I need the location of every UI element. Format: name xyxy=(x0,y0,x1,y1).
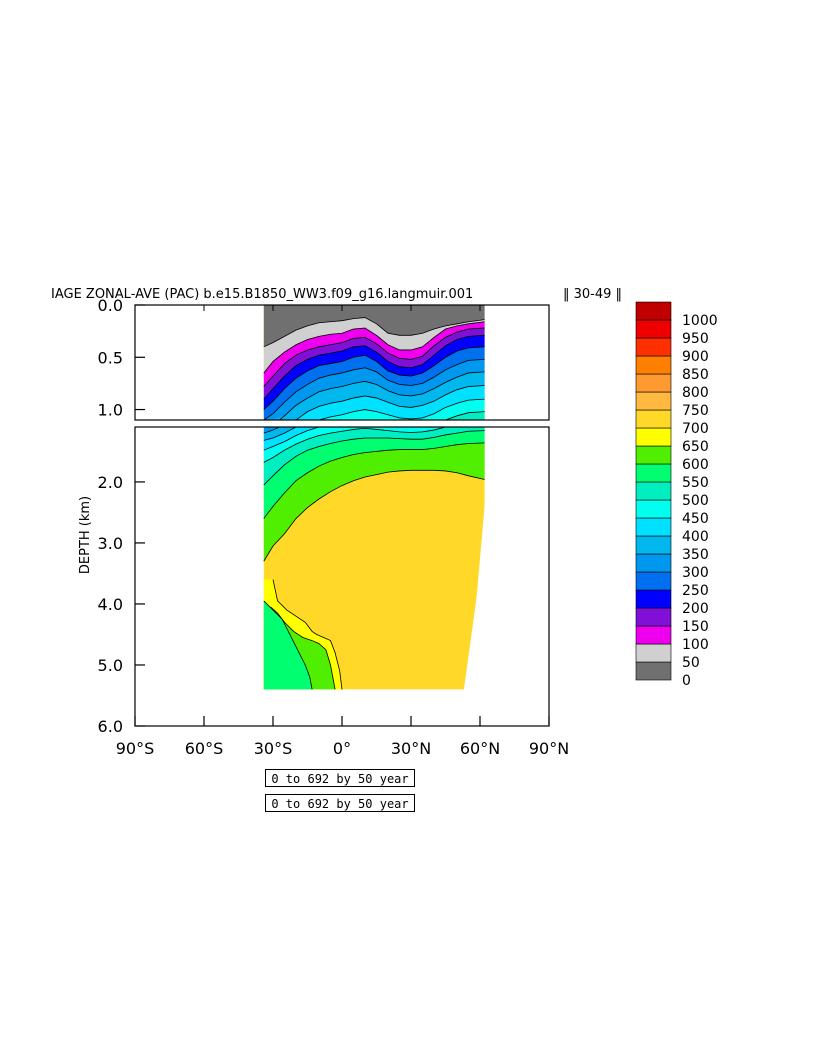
period-label-2: 0 to 692 by 50 year xyxy=(265,794,415,812)
colorbar-label: 100 xyxy=(682,637,709,653)
lower-isoline-600 xyxy=(263,442,485,519)
colorbar-swatch xyxy=(635,499,672,519)
colorbar-label: 50 xyxy=(682,655,700,671)
upper-isoline-400 xyxy=(295,385,485,420)
colorbar-swatch xyxy=(635,571,672,591)
lower-band-350 xyxy=(263,427,485,441)
upper-panel-fill xyxy=(263,305,485,420)
upper-isoline-350 xyxy=(278,371,485,420)
colorbar-swatch xyxy=(635,643,672,663)
colorbar-label: 400 xyxy=(682,529,709,545)
colorbar-label: 250 xyxy=(682,583,709,599)
colorbar-label: 700 xyxy=(682,421,709,437)
x-tick-label: 60°S xyxy=(185,739,224,758)
colorbar-label: 300 xyxy=(682,565,709,581)
colorbar-label: 650 xyxy=(682,439,709,455)
upper-isoline-250 xyxy=(263,346,485,410)
upper-band-0 xyxy=(263,305,485,347)
x-tick-label: 30°S xyxy=(254,739,293,758)
colorbar-swatch xyxy=(635,553,672,573)
colorbar-swatch xyxy=(635,625,672,645)
colorbar-swatch xyxy=(635,301,672,321)
colorbar-swatch xyxy=(635,481,672,501)
colorbar-label: 500 xyxy=(682,493,709,509)
lower-band-600 xyxy=(263,442,485,562)
upper-band-100 xyxy=(263,321,485,387)
colorbar-swatch xyxy=(635,661,672,681)
colorbar-label: 550 xyxy=(682,475,709,491)
deep-isoline-550 xyxy=(263,600,313,690)
colorbar: 0 50 100 150 200 250 300 350 400 450 500 550 600 650 7… xyxy=(635,301,718,689)
colorbar-swatch xyxy=(635,355,672,375)
upper-band-450 xyxy=(263,399,485,420)
upper-band-250 xyxy=(263,346,485,420)
x-tick-label: 90°S xyxy=(116,739,155,758)
x-tick-label: 30°N xyxy=(391,739,431,758)
colorbar-swatch xyxy=(635,517,672,537)
x-tick-label: 60°N xyxy=(460,739,500,758)
colorbar-label: 900 xyxy=(682,349,709,365)
upper-isoline-50 xyxy=(263,317,485,348)
x-tick-label: 0° xyxy=(333,739,351,758)
colorbar-label: 750 xyxy=(682,403,709,419)
deep-band-550 xyxy=(263,600,313,690)
y-tick-label-upper: 0.5 xyxy=(98,348,123,367)
lower-isoline-450 xyxy=(263,427,322,451)
colorbar-label: 0 xyxy=(682,673,691,689)
colorbar-swatch xyxy=(635,607,672,627)
deep-isoline-600 xyxy=(270,606,336,690)
colorbar-swatch xyxy=(635,409,672,429)
upper-band-400 xyxy=(263,385,485,420)
y-tick-label-lower: 5.0 xyxy=(98,656,123,675)
colorbar-label: 950 xyxy=(682,331,709,347)
upper-isoline-150 xyxy=(263,327,485,387)
upper-isoline-300 xyxy=(263,358,485,420)
colorbar-label: 350 xyxy=(682,547,709,563)
lower-band-500 xyxy=(263,427,485,485)
lower-isoline-650 xyxy=(263,469,485,562)
colorbar-label: 800 xyxy=(682,385,709,401)
y-tick-label-upper: 1.0 xyxy=(98,401,123,420)
colorbar-label: 1000 xyxy=(682,313,718,329)
colorbar-label: 200 xyxy=(682,601,709,617)
y-tick-label-lower: 3.0 xyxy=(98,534,123,553)
upper-band-200 xyxy=(263,335,485,410)
y-tick-label-upper: 0.0 xyxy=(98,296,123,315)
colorbar-label: 600 xyxy=(682,457,709,473)
colorbar-swatch xyxy=(635,427,672,447)
lower-isoline-550 xyxy=(263,430,485,486)
axes: 90°S 60°S 30°S 0° 30°N 60°N 90°N 0.0 0.5 1.0 2.0 3.… xyxy=(98,296,570,758)
chart-title: IAGE ZONAL-AVE (PAC) b.e15.B1850_WW3.f09… xyxy=(51,287,473,302)
colorbar-label: 450 xyxy=(682,511,709,527)
colorbar-swatch xyxy=(635,337,672,357)
upper-isoline-450 xyxy=(318,398,485,420)
colorbar-swatch xyxy=(635,535,672,555)
upper-band-500 xyxy=(263,411,485,420)
lower-band-550 xyxy=(263,430,485,519)
upper-isoline-100 xyxy=(263,321,485,374)
upper-isoline-200 xyxy=(263,334,485,400)
y-tick-label-lower: 4.0 xyxy=(98,595,123,614)
y-tick-label-lower: 2.0 xyxy=(98,473,123,492)
colorbar-swatch xyxy=(635,445,672,465)
colorbar-swatch xyxy=(635,589,672,609)
deep-isoline-650 xyxy=(272,579,343,690)
upper-band-50 xyxy=(263,317,485,373)
y-tick-label-lower: 6.0 xyxy=(98,717,123,736)
period-label-1: 0 to 692 by 50 year xyxy=(265,769,415,787)
colorbar-label: 150 xyxy=(682,619,709,635)
colorbar-label: 850 xyxy=(682,367,709,383)
colorbar-swatch xyxy=(635,373,672,393)
colorbar-swatch xyxy=(635,391,672,411)
y-axis-label: DEPTH (km) xyxy=(78,496,93,574)
upper-band-150 xyxy=(263,328,485,400)
upper-band-350 xyxy=(263,371,485,420)
colorbar-swatch xyxy=(635,319,672,339)
chart-title-suffix: ‖ 30-49 ‖ xyxy=(563,287,622,302)
colorbar-swatch xyxy=(635,463,672,483)
x-tick-label: 90°N xyxy=(529,739,569,758)
